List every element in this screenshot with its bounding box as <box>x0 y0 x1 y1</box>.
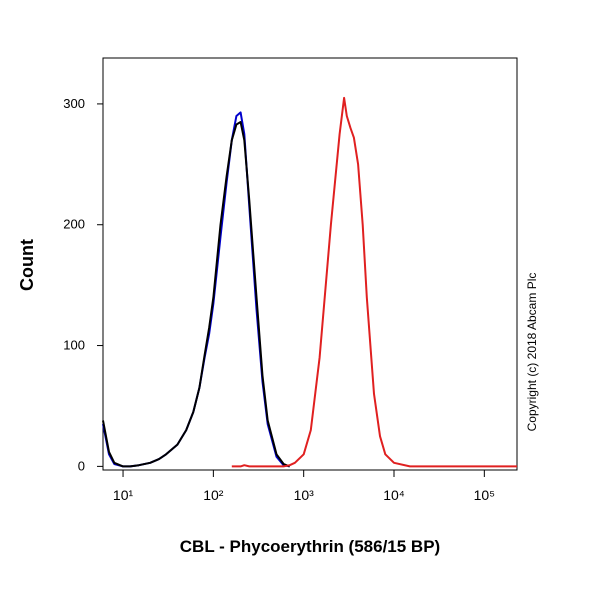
y-tick-label: 300 <box>63 96 85 111</box>
y-axis-title: Count <box>17 239 37 291</box>
x-axis-title: CBL - Phycoerythrin (586/15 BP) <box>180 537 440 556</box>
y-tick-label: 0 <box>78 458 85 473</box>
series-line <box>102 121 291 468</box>
series-line <box>231 96 517 468</box>
x-tick-label: 10⁴ <box>383 487 405 503</box>
x-tick-label: 10³ <box>294 487 315 503</box>
x-tick-label: 10⁵ <box>474 487 495 503</box>
x-tick-label: 10¹ <box>113 487 134 503</box>
y-tick-label: 100 <box>63 338 85 353</box>
series-line <box>102 111 290 468</box>
y-tick-label: 200 <box>63 217 85 232</box>
plot-frame <box>102 57 518 471</box>
copyright: Copyright (c) 2018 Abcam Plc <box>525 273 539 432</box>
x-tick-label: 10² <box>203 487 224 503</box>
